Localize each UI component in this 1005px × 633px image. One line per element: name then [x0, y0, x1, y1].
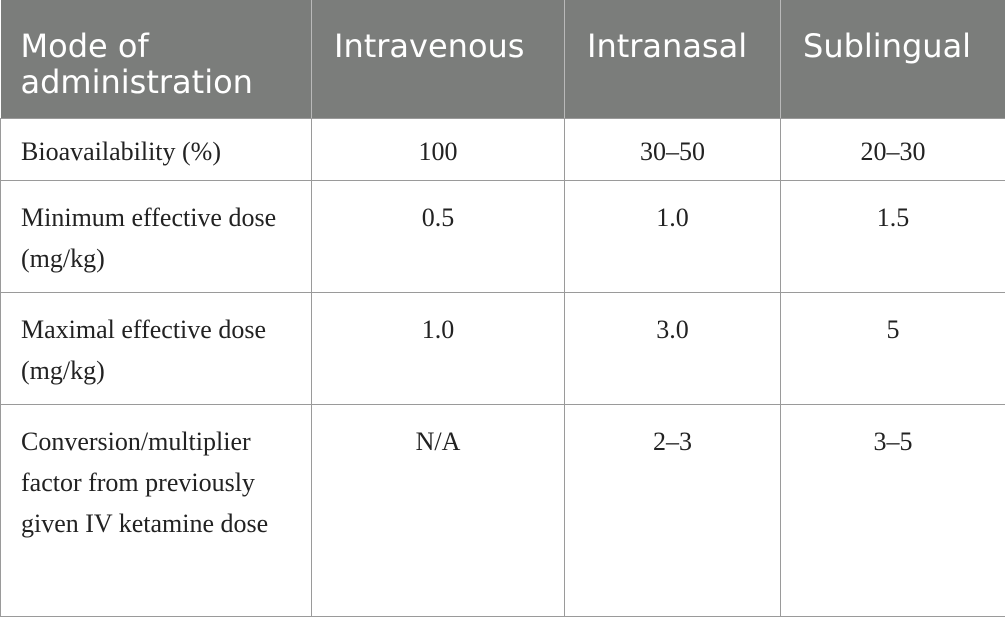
cell-intravenous: 0.5 [311, 180, 565, 293]
header-intranasal: Intranasal [564, 0, 781, 119]
cell-sublingual: 3–5 [780, 404, 1005, 617]
cell-intravenous: 100 [311, 118, 565, 181]
data-table: Mode of administration Intravenous Intra… [0, 0, 1005, 617]
row-label: Maximal effective dose (mg/kg) [0, 292, 312, 405]
header-mode-of-administration: Mode of administration [0, 0, 312, 119]
cell-intranasal: 3.0 [564, 292, 781, 405]
row-label: Conversion/multiplier factor from previo… [0, 404, 312, 617]
cell-intranasal: 2–3 [564, 404, 781, 617]
cell-intranasal: 1.0 [564, 180, 781, 293]
row-label: Minimum effective dose (mg/kg) [0, 180, 312, 293]
cell-intranasal: 30–50 [564, 118, 781, 181]
table-header: Mode of administration Intravenous Intra… [0, 0, 1005, 119]
header-intravenous: Intravenous [311, 0, 565, 119]
table-row: Bioavailability (%) 100 30–50 20–30 [0, 118, 1005, 181]
cell-intravenous: 1.0 [311, 292, 565, 405]
header-sublingual: Sublingual [780, 0, 1005, 119]
cell-intravenous: N/A [311, 404, 565, 617]
cell-sublingual: 5 [780, 292, 1005, 405]
table-row: Conversion/multiplier factor from previo… [0, 404, 1005, 617]
row-label: Bioavailability (%) [0, 118, 312, 181]
table-row: Minimum effective dose (mg/kg) 0.5 1.0 1… [0, 180, 1005, 293]
cell-sublingual: 1.5 [780, 180, 1005, 293]
table-row: Maximal effective dose (mg/kg) 1.0 3.0 5 [0, 292, 1005, 405]
table-body: Bioavailability (%) 100 30–50 20–30 Mini… [0, 118, 1005, 617]
cell-sublingual: 20–30 [780, 118, 1005, 181]
header-row: Mode of administration Intravenous Intra… [0, 0, 1005, 119]
